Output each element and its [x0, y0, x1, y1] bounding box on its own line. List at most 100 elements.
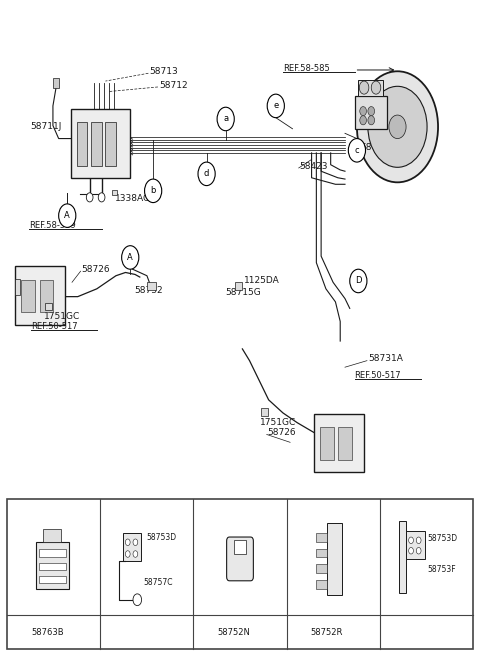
Circle shape — [98, 193, 105, 202]
Bar — [106, 121, 116, 166]
Circle shape — [267, 94, 284, 117]
Bar — [316, 580, 327, 588]
Circle shape — [368, 115, 374, 125]
Text: REF.58-585: REF.58-585 — [283, 64, 330, 73]
Bar — [398, 522, 406, 593]
Text: 58752R: 58752R — [311, 628, 343, 637]
Text: a: a — [223, 114, 228, 123]
Bar — [147, 282, 156, 290]
Bar — [359, 80, 383, 96]
Circle shape — [104, 623, 118, 642]
Circle shape — [384, 623, 397, 642]
Circle shape — [416, 548, 421, 554]
Text: e: e — [388, 628, 393, 637]
Circle shape — [348, 138, 365, 162]
Bar — [316, 564, 327, 573]
Text: 58712: 58712 — [159, 81, 188, 89]
Text: a: a — [15, 628, 20, 637]
Text: 58423: 58423 — [300, 161, 328, 171]
Bar — [43, 529, 61, 542]
Bar — [320, 427, 334, 460]
Bar — [262, 408, 268, 415]
Bar — [39, 562, 66, 570]
Circle shape — [357, 72, 438, 182]
Bar — [53, 79, 59, 88]
Text: 58753D: 58753D — [147, 533, 177, 543]
Text: REF.50-517: REF.50-517 — [355, 371, 401, 380]
Circle shape — [133, 594, 142, 605]
Bar — [15, 266, 65, 325]
Bar — [316, 549, 327, 558]
Text: d: d — [204, 169, 209, 178]
Bar — [71, 109, 130, 178]
Circle shape — [360, 115, 366, 125]
Text: 58711J: 58711J — [30, 122, 61, 131]
Circle shape — [11, 623, 24, 642]
Text: 1338AC: 1338AC — [115, 194, 150, 203]
Circle shape — [86, 193, 93, 202]
Circle shape — [350, 269, 367, 293]
Text: b: b — [150, 186, 156, 195]
Text: b: b — [108, 628, 113, 637]
Circle shape — [360, 106, 366, 115]
Text: e: e — [273, 102, 278, 110]
Text: 58763B: 58763B — [31, 628, 64, 637]
Text: 58732: 58732 — [134, 285, 163, 295]
Bar — [235, 282, 242, 290]
Text: c: c — [355, 146, 359, 155]
Circle shape — [389, 115, 406, 138]
Circle shape — [408, 537, 413, 544]
Bar — [36, 542, 69, 588]
Text: A: A — [127, 253, 133, 262]
Bar — [338, 427, 352, 460]
Text: D: D — [355, 276, 361, 285]
Text: A: A — [64, 211, 70, 220]
Bar — [39, 575, 66, 583]
Bar — [112, 190, 117, 195]
Bar — [234, 540, 246, 554]
Text: 58731A: 58731A — [368, 354, 403, 363]
Bar — [39, 550, 66, 558]
Bar — [91, 121, 102, 166]
Text: REF.58-589: REF.58-589 — [29, 221, 76, 230]
Bar — [316, 533, 327, 542]
Bar — [39, 279, 53, 312]
Bar — [123, 533, 141, 560]
Circle shape — [198, 162, 215, 186]
Text: c: c — [202, 628, 206, 637]
Circle shape — [416, 537, 421, 544]
Circle shape — [133, 551, 138, 558]
Circle shape — [368, 87, 427, 167]
Circle shape — [290, 623, 304, 642]
Bar — [7, 499, 473, 649]
Text: 1751GC: 1751GC — [260, 418, 296, 426]
Text: 1125DA: 1125DA — [244, 276, 279, 285]
Bar — [22, 279, 35, 312]
Text: 58718Y: 58718Y — [361, 143, 395, 152]
Bar — [314, 414, 364, 472]
Circle shape — [368, 106, 374, 115]
Circle shape — [360, 81, 369, 94]
Circle shape — [59, 204, 76, 228]
Circle shape — [125, 539, 130, 546]
Bar — [77, 121, 87, 166]
Text: 58726: 58726 — [82, 265, 110, 274]
Text: d: d — [295, 628, 300, 637]
Circle shape — [197, 623, 211, 642]
Circle shape — [371, 81, 381, 94]
Circle shape — [144, 179, 162, 203]
Circle shape — [217, 107, 234, 131]
Bar — [355, 96, 387, 129]
Bar — [327, 523, 342, 595]
Text: 58715G: 58715G — [226, 287, 262, 297]
Circle shape — [133, 539, 138, 546]
Circle shape — [408, 548, 413, 554]
Text: 58757C: 58757C — [143, 577, 172, 586]
Bar — [15, 279, 21, 295]
Text: 58726: 58726 — [268, 428, 296, 437]
Circle shape — [125, 551, 130, 558]
Text: 58753D: 58753D — [427, 535, 457, 543]
Bar — [45, 303, 52, 310]
Circle shape — [121, 246, 139, 269]
Text: 58753F: 58753F — [427, 565, 456, 573]
